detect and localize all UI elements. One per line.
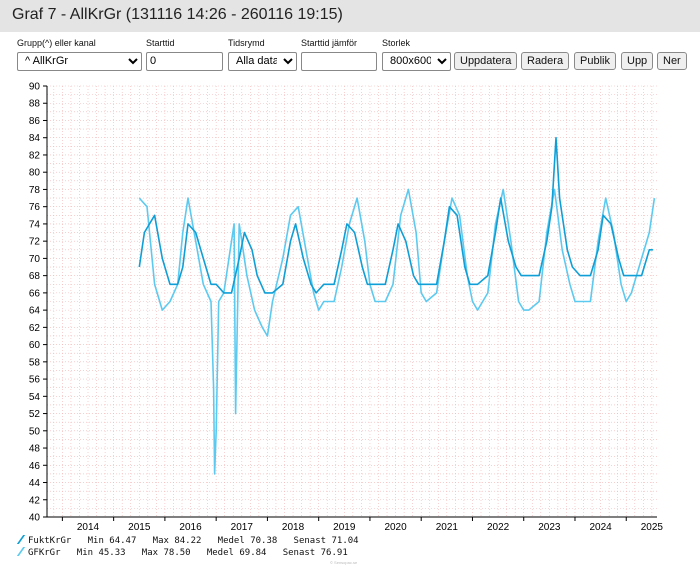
delete-button[interactable]: Radera (521, 52, 570, 70)
legend-mean-fuktkrgr: 70.38 (250, 536, 278, 546)
y-tick-label: 72 (29, 237, 41, 248)
y-tick-label: 70 (29, 254, 41, 265)
legend-swatch-fuktkrgr (16, 535, 26, 544)
x-tick-label: 2024 (589, 522, 612, 533)
group-control: Grupp(^) eller kanal ^ AllKrGr (17, 38, 142, 71)
legend-latest-fuktkrgr: 71.04 (331, 536, 359, 546)
up-button[interactable]: Upp (621, 52, 654, 70)
group-select[interactable]: ^ AllKrGr (17, 51, 142, 71)
y-tick-label: 42 (29, 495, 41, 506)
compare-control: Starttid jämför (301, 38, 377, 71)
y-tick-label: 90 (29, 82, 41, 93)
y-tick-label: 64 (29, 306, 41, 317)
legend-max-fuktkrgr: 84.22 (174, 536, 202, 546)
legend-min-gfkrgr: 45.33 (98, 548, 126, 558)
legend-name-gfkrgr: GFKrGr (28, 548, 61, 558)
y-tick-label: 74 (29, 219, 41, 230)
range-select[interactable]: Alla data (228, 51, 297, 71)
series-line-gfkrgr (138, 188, 656, 475)
y-tick-label: 76 (29, 202, 41, 213)
x-tick-label: 2025 (641, 522, 664, 533)
y-tick-label: 68 (29, 271, 41, 282)
y-tick-label: 84 (29, 133, 41, 144)
window-title: Graf 7 - AllKrGr (131116 14:26 - 260116 … (12, 6, 343, 23)
title-bar: Graf 7 - AllKrGr (131116 14:26 - 260116 … (0, 0, 700, 32)
update-button[interactable]: Uppdatera (454, 52, 518, 70)
x-tick-label: 2018 (282, 522, 305, 533)
controls-bar: Grupp(^) eller kanal ^ AllKrGr Starttid … (0, 36, 700, 76)
legend-name-fuktkrgr: FuktKrGr (28, 536, 72, 546)
y-tick-label: 88 (29, 99, 41, 110)
range-label: Tidsrymd (228, 38, 265, 48)
size-select[interactable]: 800x600 (382, 51, 451, 71)
footnote: © Sensopac.se (330, 560, 358, 565)
x-tick-label: 2017 (231, 522, 254, 533)
y-tick-label: 62 (29, 323, 41, 334)
x-tick-label: 2014 (77, 522, 100, 533)
x-tick-label: 2015 (128, 522, 151, 533)
y-tick-label: 66 (29, 288, 41, 299)
y-tick-label: 40 (29, 513, 41, 524)
chart: 40 42 44 46 48 50 52 54 56 58 60 62 64 66 68 70 72 74 76 78… (29, 82, 664, 534)
legend-swatch-gfkrgr (16, 547, 26, 556)
x-tick-label: 2019 (333, 522, 356, 533)
range-control: Tidsrymd Alla data (228, 38, 297, 71)
x-tick-label: 2023 (538, 522, 561, 533)
y-tick-label: 60 (29, 340, 41, 351)
compare-input[interactable] (301, 51, 377, 71)
y-tick-label: 80 (29, 168, 41, 179)
legend-max-gfkrgr: 78.50 (163, 548, 191, 558)
size-label: Storlek (382, 38, 411, 48)
series-line-fuktkrgr (138, 136, 653, 294)
y-tick-label: 82 (29, 150, 41, 161)
y-tick-label: 46 (29, 461, 41, 472)
start-label: Starttid (146, 38, 175, 48)
down-button[interactable]: Ner (657, 52, 687, 70)
x-tick-label: 2021 (436, 522, 459, 533)
legend-item-gfkrgr: GFKrGr Min 45.33 Max 78.50 Medel 69.84 S… (16, 547, 348, 558)
y-tick-label: 48 (29, 444, 41, 455)
y-tick-label: 56 (29, 375, 41, 386)
start-control: Starttid (146, 38, 223, 71)
y-tick-label: 58 (29, 357, 41, 368)
y-tick-label: 44 (29, 478, 41, 489)
legend-item-fuktkrgr: FuktKrGr Min 64.47 Max 84.22 Medel 70.38… (16, 535, 359, 546)
y-tick-label: 86 (29, 116, 41, 127)
y-tick-label: 52 (29, 409, 41, 420)
legend-min-fuktkrgr: 64.47 (109, 536, 137, 546)
y-tick-label: 50 (29, 426, 41, 437)
legend-latest-gfkrgr: 76.91 (320, 548, 348, 558)
x-tick-label: 2016 (179, 522, 202, 533)
y-tick-label: 54 (29, 392, 41, 403)
legend-mean-gfkrgr: 69.84 (239, 548, 267, 558)
size-control: Storlek 800x600 (382, 38, 451, 71)
publish-button[interactable]: Publik (574, 52, 616, 70)
y-tick-label: 78 (29, 185, 41, 196)
x-tick-label: 2022 (487, 522, 510, 533)
start-input[interactable] (146, 51, 223, 71)
compare-label: Starttid jämför (301, 38, 358, 48)
group-label: Grupp(^) eller kanal (17, 38, 96, 48)
x-tick-label: 2020 (384, 522, 407, 533)
